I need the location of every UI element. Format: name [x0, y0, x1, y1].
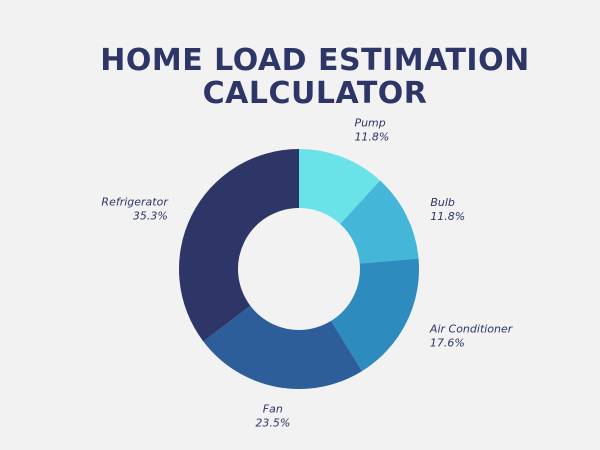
slice-label-air-conditioner: Air Conditioner	[429, 323, 514, 336]
slice-label-fan: Fan	[263, 403, 283, 416]
slice-bulb	[340, 180, 419, 264]
slice-percent-pump: 11.8%	[354, 131, 389, 144]
slice-label-pump: Pump	[354, 117, 385, 130]
slice-label-bulb: Bulb	[430, 196, 455, 209]
chart-title-line-2: CALCULATOR	[202, 76, 428, 111]
slice-percent-air-conditioner: 17.6%	[430, 337, 465, 350]
slice-percent-fan: 23.5%	[255, 417, 290, 430]
slice-percent-refrigerator: 35.3%	[133, 210, 168, 223]
donut-slices	[179, 149, 419, 390]
slice-pump	[299, 149, 381, 225]
chart-title-line-1: HOME LOAD ESTIMATION	[100, 43, 530, 78]
slice-label-refrigerator: Refrigerator	[101, 196, 169, 209]
chart-title: HOME LOAD ESTIMATION CALCULATOR	[0, 44, 600, 110]
slice-percent-bulb: 11.8%	[430, 210, 465, 223]
slice-refrigerator	[179, 149, 299, 342]
slice-fan	[203, 305, 363, 390]
slice-air-conditioner	[331, 258, 419, 372]
